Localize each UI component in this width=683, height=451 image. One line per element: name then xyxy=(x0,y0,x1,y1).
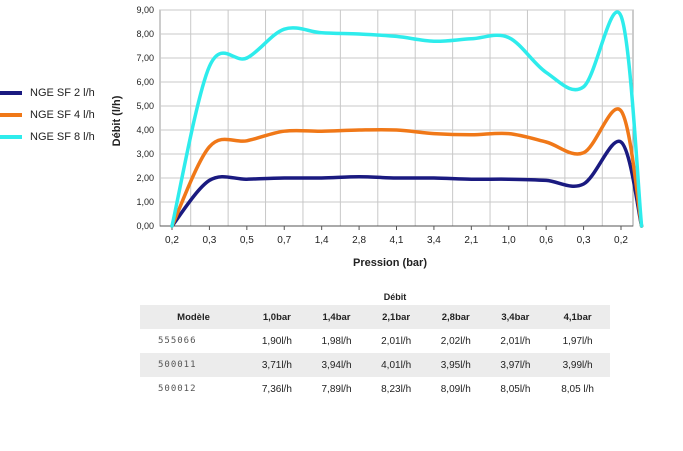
header-cell: 4,1bar xyxy=(563,311,592,323)
model-cell: 500011 xyxy=(158,360,197,370)
table-cell: 7,36l/h xyxy=(261,383,292,395)
series-line-1 xyxy=(170,139,644,228)
x-tick-label: 3,4 xyxy=(427,235,441,246)
x-tick-label: 0,5 xyxy=(240,235,254,246)
table-cell: 8,23l/h xyxy=(381,383,412,395)
table-cell: 8,05l/h xyxy=(500,383,531,395)
y-tick-label: 0,00 xyxy=(136,221,154,231)
plot-area xyxy=(159,9,634,227)
legend-swatch xyxy=(0,113,22,117)
legend-item-2lh: NGE SF 2 l/h xyxy=(0,82,120,104)
line-chart: 0,00 1,00 2,00 3,00 4,00 5,00 6,00 7,00 8,00 9,00… xyxy=(111,5,644,269)
chart-legend: NGE SF 2 l/h NGE SF 4 l/h NGE SF 8 l/h xyxy=(0,82,120,148)
table-cell: 8,05 l/h xyxy=(561,383,594,395)
header-cell: 2,1bar xyxy=(382,311,411,323)
header-cell: 2,8bar xyxy=(441,311,470,323)
model-cell: 555066 xyxy=(158,336,197,346)
legend-label: NGE SF 8 l/h xyxy=(30,131,95,143)
table-cell: 4,01l/h xyxy=(381,359,412,371)
header-cell: 1,0bar xyxy=(262,311,291,323)
table-cell: 3,97l/h xyxy=(500,359,531,371)
y-axis-label: Débit (l/h) xyxy=(111,95,123,146)
x-tick-label: 1,0 xyxy=(502,235,516,246)
y-tick-label: 2,00 xyxy=(136,173,154,183)
x-tick-label: 0,2 xyxy=(165,235,179,246)
header-cell: 3,4bar xyxy=(501,311,530,323)
table-cell: 7,89l/h xyxy=(321,383,352,395)
x-tick-label: 0,2 xyxy=(614,235,628,246)
series-line-3 xyxy=(170,10,644,228)
table-cell: 3,94l/h xyxy=(321,359,352,371)
table-cell: 3,99l/h xyxy=(562,359,593,371)
x-tick-label: 0,3 xyxy=(577,235,591,246)
x-tick-label: 0,7 xyxy=(277,235,291,246)
table-cell: 1,98l/h xyxy=(321,335,352,347)
table-row: 555066 1,90l/h 1,98l/h 2,01l/h 2,02l/h 2… xyxy=(140,329,610,353)
legend-item-4lh: NGE SF 4 l/h xyxy=(0,104,120,126)
table-cell: 1,97l/h xyxy=(562,335,593,347)
y-tick-label: 8,00 xyxy=(136,29,154,39)
y-tick-label: 3,00 xyxy=(136,149,154,159)
legend-label: NGE SF 2 l/h xyxy=(30,87,95,99)
table-cell: 2,02l/h xyxy=(440,335,471,347)
model-cell: 500012 xyxy=(158,384,197,394)
header-cell: Modèle xyxy=(177,311,210,323)
table-cell: 2,01l/h xyxy=(381,335,412,347)
y-tick-label: 5,00 xyxy=(136,101,154,111)
table-title: Débit xyxy=(383,292,407,302)
data-table: Modèle 1,0bar 1,4bar 2,1bar 2,8bar 3,4ba… xyxy=(140,305,610,401)
y-tick-label: 9,00 xyxy=(136,5,154,15)
table-cell: 8,09l/h xyxy=(440,383,471,395)
y-tick-label: 6,00 xyxy=(136,77,154,87)
legend-swatch xyxy=(0,135,22,139)
x-tick-label: 2,1 xyxy=(464,235,478,246)
table-cell: 2,01l/h xyxy=(500,335,531,347)
series-line-2 xyxy=(170,107,644,228)
x-axis-label: Pression (bar) xyxy=(353,257,427,269)
legend-swatch xyxy=(0,91,22,95)
table-cell: 1,90l/h xyxy=(261,335,292,347)
y-tick-label: 7,00 xyxy=(136,53,154,63)
header-cell: 1,4bar xyxy=(322,311,351,323)
table-cell: 3,95l/h xyxy=(440,359,471,371)
x-tick-label: 1,4 xyxy=(315,235,329,246)
table-header-row: Modèle 1,0bar 1,4bar 2,1bar 2,8bar 3,4ba… xyxy=(140,305,610,329)
y-tick-label: 1,00 xyxy=(136,197,154,207)
table-cell: 3,71l/h xyxy=(261,359,292,371)
x-tick-label: 0,3 xyxy=(202,235,216,246)
table-row: 500012 7,36l/h 7,89l/h 8,23l/h 8,09l/h 8… xyxy=(140,377,610,401)
legend-label: NGE SF 4 l/h xyxy=(30,109,95,121)
x-tick-label: 0,6 xyxy=(539,235,553,246)
table-row: 500011 3,71l/h 3,94l/h 4,01l/h 3,95l/h 3… xyxy=(140,353,610,377)
y-tick-label: 4,00 xyxy=(136,125,154,135)
legend-item-8lh: NGE SF 8 l/h xyxy=(0,126,120,148)
x-tick-label: 4,1 xyxy=(390,235,404,246)
flow-table: Débit Modèle 1,0bar 1,4bar 2,1bar 2,8bar… xyxy=(140,289,610,401)
x-tick-label: 2,8 xyxy=(352,235,366,246)
